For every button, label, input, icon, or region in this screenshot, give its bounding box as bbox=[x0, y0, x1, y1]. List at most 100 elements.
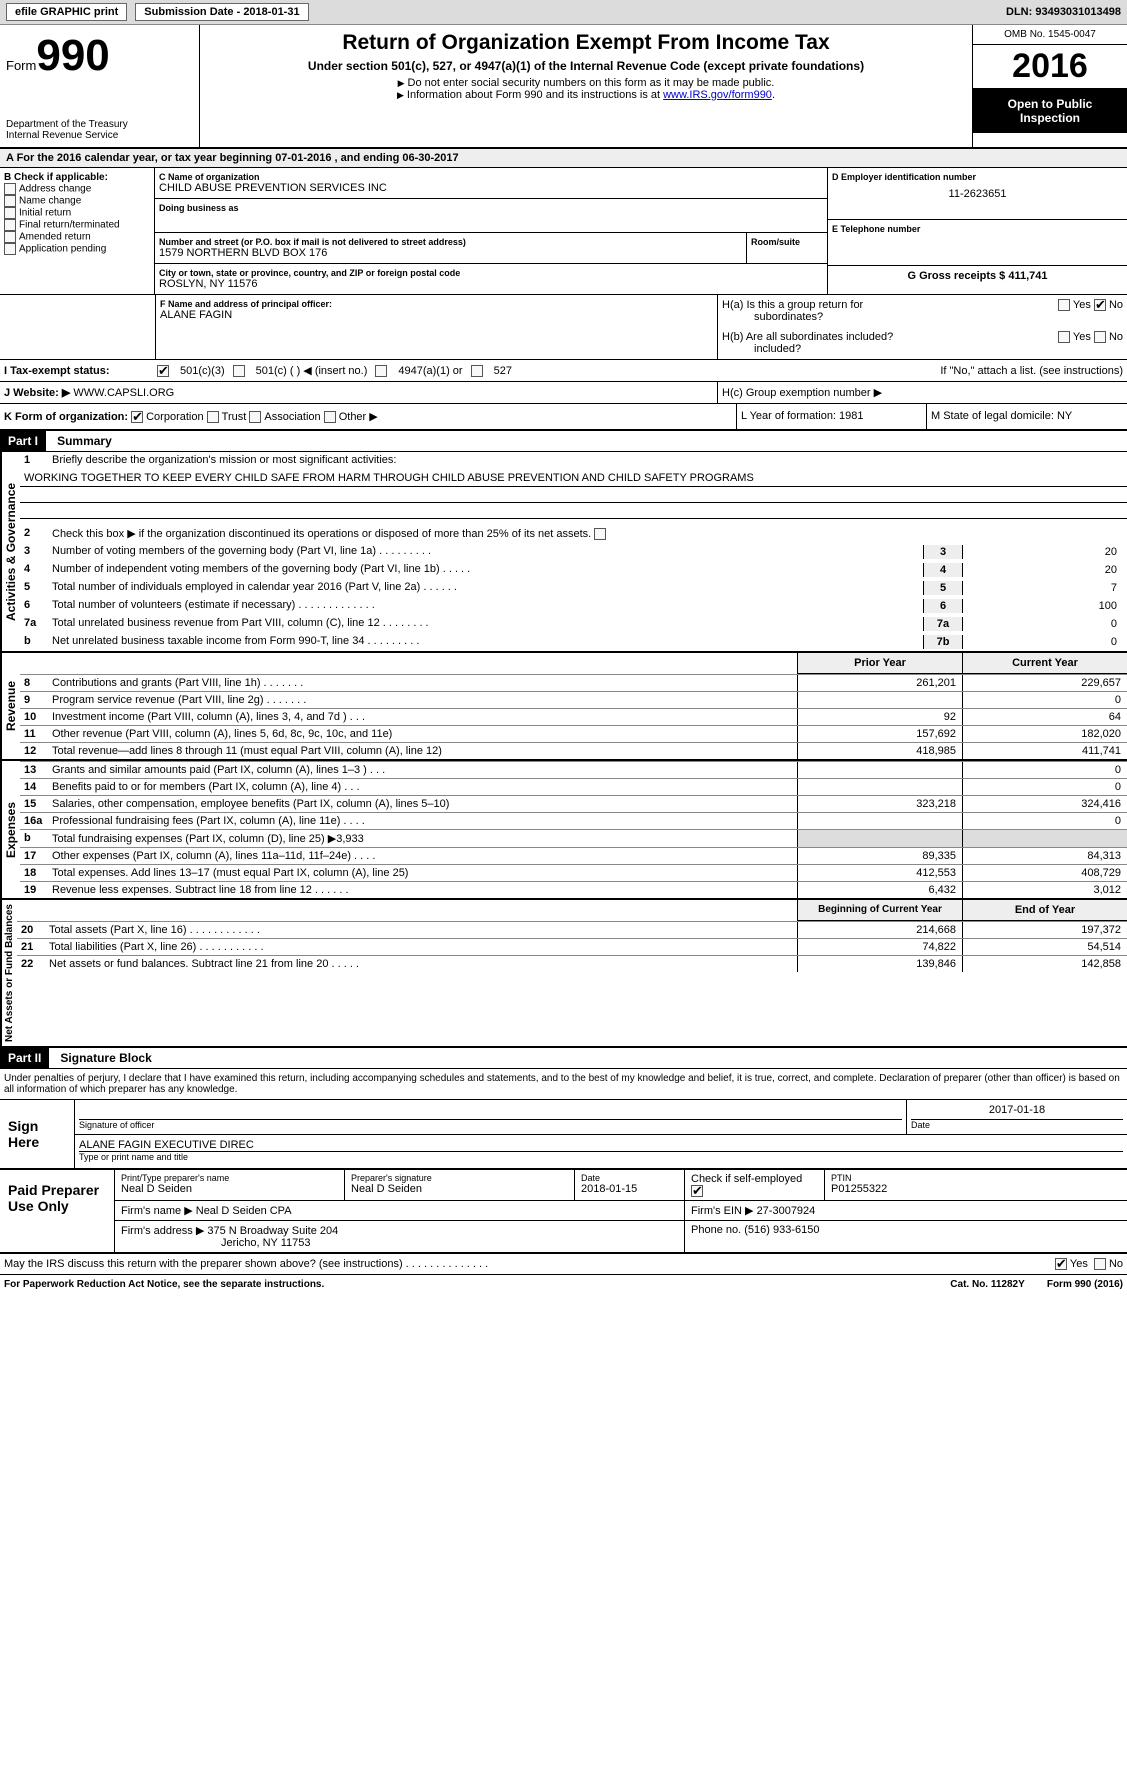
part2-label: Part II bbox=[0, 1048, 49, 1068]
line7b: Net unrelated business taxable income fr… bbox=[52, 635, 923, 647]
discuss-no[interactable] bbox=[1094, 1258, 1106, 1270]
hc-label: H(c) Group exemption number ▶ bbox=[717, 382, 1127, 403]
p10: 92 bbox=[797, 709, 962, 725]
p9 bbox=[797, 692, 962, 708]
dba-label: Doing business as bbox=[159, 203, 823, 213]
p15: 323,218 bbox=[797, 796, 962, 812]
p22: 139,846 bbox=[797, 956, 962, 972]
val4: 20 bbox=[963, 563, 1123, 577]
i-4947[interactable] bbox=[375, 365, 387, 377]
c8: 229,657 bbox=[962, 675, 1127, 691]
netassets-block: Net Assets or Fund Balances Beginning of… bbox=[0, 900, 1127, 1048]
line4: Number of independent voting members of … bbox=[52, 563, 923, 575]
form990-link[interactable]: www.IRS.gov/form990 bbox=[663, 89, 772, 101]
firm-name: Neal D Seiden CPA bbox=[196, 1205, 292, 1217]
ha-no[interactable] bbox=[1094, 299, 1106, 311]
dln: DLN: 93493031013498 bbox=[1006, 6, 1121, 18]
subtitle: Under section 501(c), 527, or 4947(a)(1)… bbox=[212, 59, 960, 73]
print-label: Print/Type preparer's name bbox=[121, 1173, 338, 1183]
paperwork-note: For Paperwork Reduction Act Notice, see … bbox=[4, 1279, 324, 1290]
sig-officer-label: Signature of officer bbox=[79, 1120, 902, 1130]
firm-name-label: Firm's name ▶ bbox=[121, 1205, 193, 1217]
form-header: Form990 Department of the Treasury Inter… bbox=[0, 25, 1127, 149]
hb-no[interactable] bbox=[1094, 331, 1106, 343]
line3: Number of voting members of the governin… bbox=[52, 545, 923, 557]
line15: Salaries, other compensation, employee b… bbox=[48, 796, 797, 812]
val3: 20 bbox=[963, 545, 1123, 559]
check-final[interactable] bbox=[4, 219, 16, 231]
check-amended[interactable] bbox=[4, 231, 16, 243]
firm-phone: (516) 933-6150 bbox=[744, 1224, 819, 1236]
p11: 157,692 bbox=[797, 726, 962, 742]
vert-expenses: Expenses bbox=[0, 761, 20, 898]
ha-yes[interactable] bbox=[1058, 299, 1070, 311]
sign-here-label: Sign Here bbox=[0, 1100, 75, 1168]
p16a bbox=[797, 813, 962, 829]
perjury-statement: Under penalties of perjury, I declare th… bbox=[0, 1069, 1127, 1100]
check-pending[interactable] bbox=[4, 243, 16, 255]
paid-preparer-block: Paid Preparer Use Only Print/Type prepar… bbox=[0, 1170, 1127, 1254]
c10: 64 bbox=[962, 709, 1127, 725]
current-year-hdr: Current Year bbox=[962, 653, 1127, 674]
f-h-row: F Name and address of principal officer:… bbox=[0, 295, 1127, 360]
section-k: K Form of organization: Corporation Trus… bbox=[0, 404, 1127, 431]
ein-value: 11-2623651 bbox=[832, 188, 1123, 200]
discuss-row: May the IRS discuss this return with the… bbox=[0, 1254, 1127, 1274]
line22: Net assets or fund balances. Subtract li… bbox=[45, 956, 797, 972]
footer-note: For Paperwork Reduction Act Notice, see … bbox=[0, 1274, 1127, 1294]
omb-number: OMB No. 1545-0047 bbox=[973, 25, 1127, 45]
ptin-val: P01255322 bbox=[831, 1183, 1121, 1195]
c15: 324,416 bbox=[962, 796, 1127, 812]
k-trust[interactable] bbox=[207, 411, 219, 423]
check-initial[interactable] bbox=[4, 207, 16, 219]
k-corp[interactable] bbox=[131, 411, 143, 423]
sign-block: Sign Here Signature of officer 2017-01-1… bbox=[0, 1100, 1127, 1170]
k-assoc[interactable] bbox=[249, 411, 261, 423]
discuss-yes[interactable] bbox=[1055, 1258, 1067, 1270]
c-name-label: C Name of organization bbox=[159, 172, 823, 182]
ha-label: H(a) Is this a group return for bbox=[722, 299, 863, 311]
i-501c3[interactable] bbox=[157, 365, 169, 377]
ein-label: D Employer identification number bbox=[832, 172, 1123, 182]
spacer-col bbox=[0, 295, 155, 359]
phone-label: E Telephone number bbox=[832, 224, 1123, 234]
revenue-block: Revenue Prior YearCurrent Year 8Contribu… bbox=[0, 653, 1127, 761]
check-address[interactable] bbox=[4, 183, 16, 195]
bullet-ssn: Do not enter social security numbers on … bbox=[398, 77, 775, 89]
line6: Total number of volunteers (estimate if … bbox=[52, 599, 923, 611]
b-header: B Check if applicable: bbox=[4, 172, 150, 183]
hb-yes[interactable] bbox=[1058, 331, 1070, 343]
val6: 100 bbox=[963, 599, 1123, 613]
firm-addr-label: Firm's address ▶ bbox=[121, 1225, 204, 1237]
type-name-label: Type or print name and title bbox=[79, 1152, 1123, 1162]
i-501c[interactable] bbox=[233, 365, 245, 377]
line11: Other revenue (Part VIII, column (A), li… bbox=[48, 726, 797, 742]
preparer-name: Neal D Seiden bbox=[121, 1183, 338, 1195]
c11: 182,020 bbox=[962, 726, 1127, 742]
self-emp-check[interactable] bbox=[691, 1185, 703, 1197]
check-name[interactable] bbox=[4, 195, 16, 207]
c19: 3,012 bbox=[962, 882, 1127, 898]
line18: Total expenses. Add lines 13–17 (must eq… bbox=[48, 865, 797, 881]
submission-date: Submission Date - 2018-01-31 bbox=[135, 3, 308, 21]
principal-officer: ALANE FAGIN bbox=[160, 309, 713, 321]
line12: Total revenue—add lines 8 through 11 (mu… bbox=[48, 743, 797, 759]
line2-check[interactable] bbox=[594, 528, 606, 540]
city-label: City or town, state or province, country… bbox=[159, 268, 823, 278]
section-j: J Website: ▶ WWW.CAPSLI.ORG H(c) Group e… bbox=[0, 382, 1127, 404]
line16a: Professional fundraising fees (Part IX, … bbox=[48, 813, 797, 829]
c21: 54,514 bbox=[962, 939, 1127, 955]
f-label: F Name and address of principal officer: bbox=[160, 299, 713, 309]
dept-treasury: Department of the Treasury bbox=[6, 119, 193, 130]
section-i: I Tax-exempt status: 501(c)(3) 501(c) ( … bbox=[0, 360, 1127, 382]
ha-sub: subordinates? bbox=[722, 311, 823, 323]
line10: Investment income (Part VIII, column (A)… bbox=[48, 709, 797, 725]
ptin-label: PTIN bbox=[831, 1173, 1121, 1183]
part1-label: Part I bbox=[0, 431, 46, 451]
k-other[interactable] bbox=[324, 411, 336, 423]
p8: 261,201 bbox=[797, 675, 962, 691]
c14: 0 bbox=[962, 779, 1127, 795]
i-527[interactable] bbox=[471, 365, 483, 377]
form-label-box: Form990 Department of the Treasury Inter… bbox=[0, 25, 200, 147]
line16b: Total fundraising expenses (Part IX, col… bbox=[48, 830, 797, 847]
